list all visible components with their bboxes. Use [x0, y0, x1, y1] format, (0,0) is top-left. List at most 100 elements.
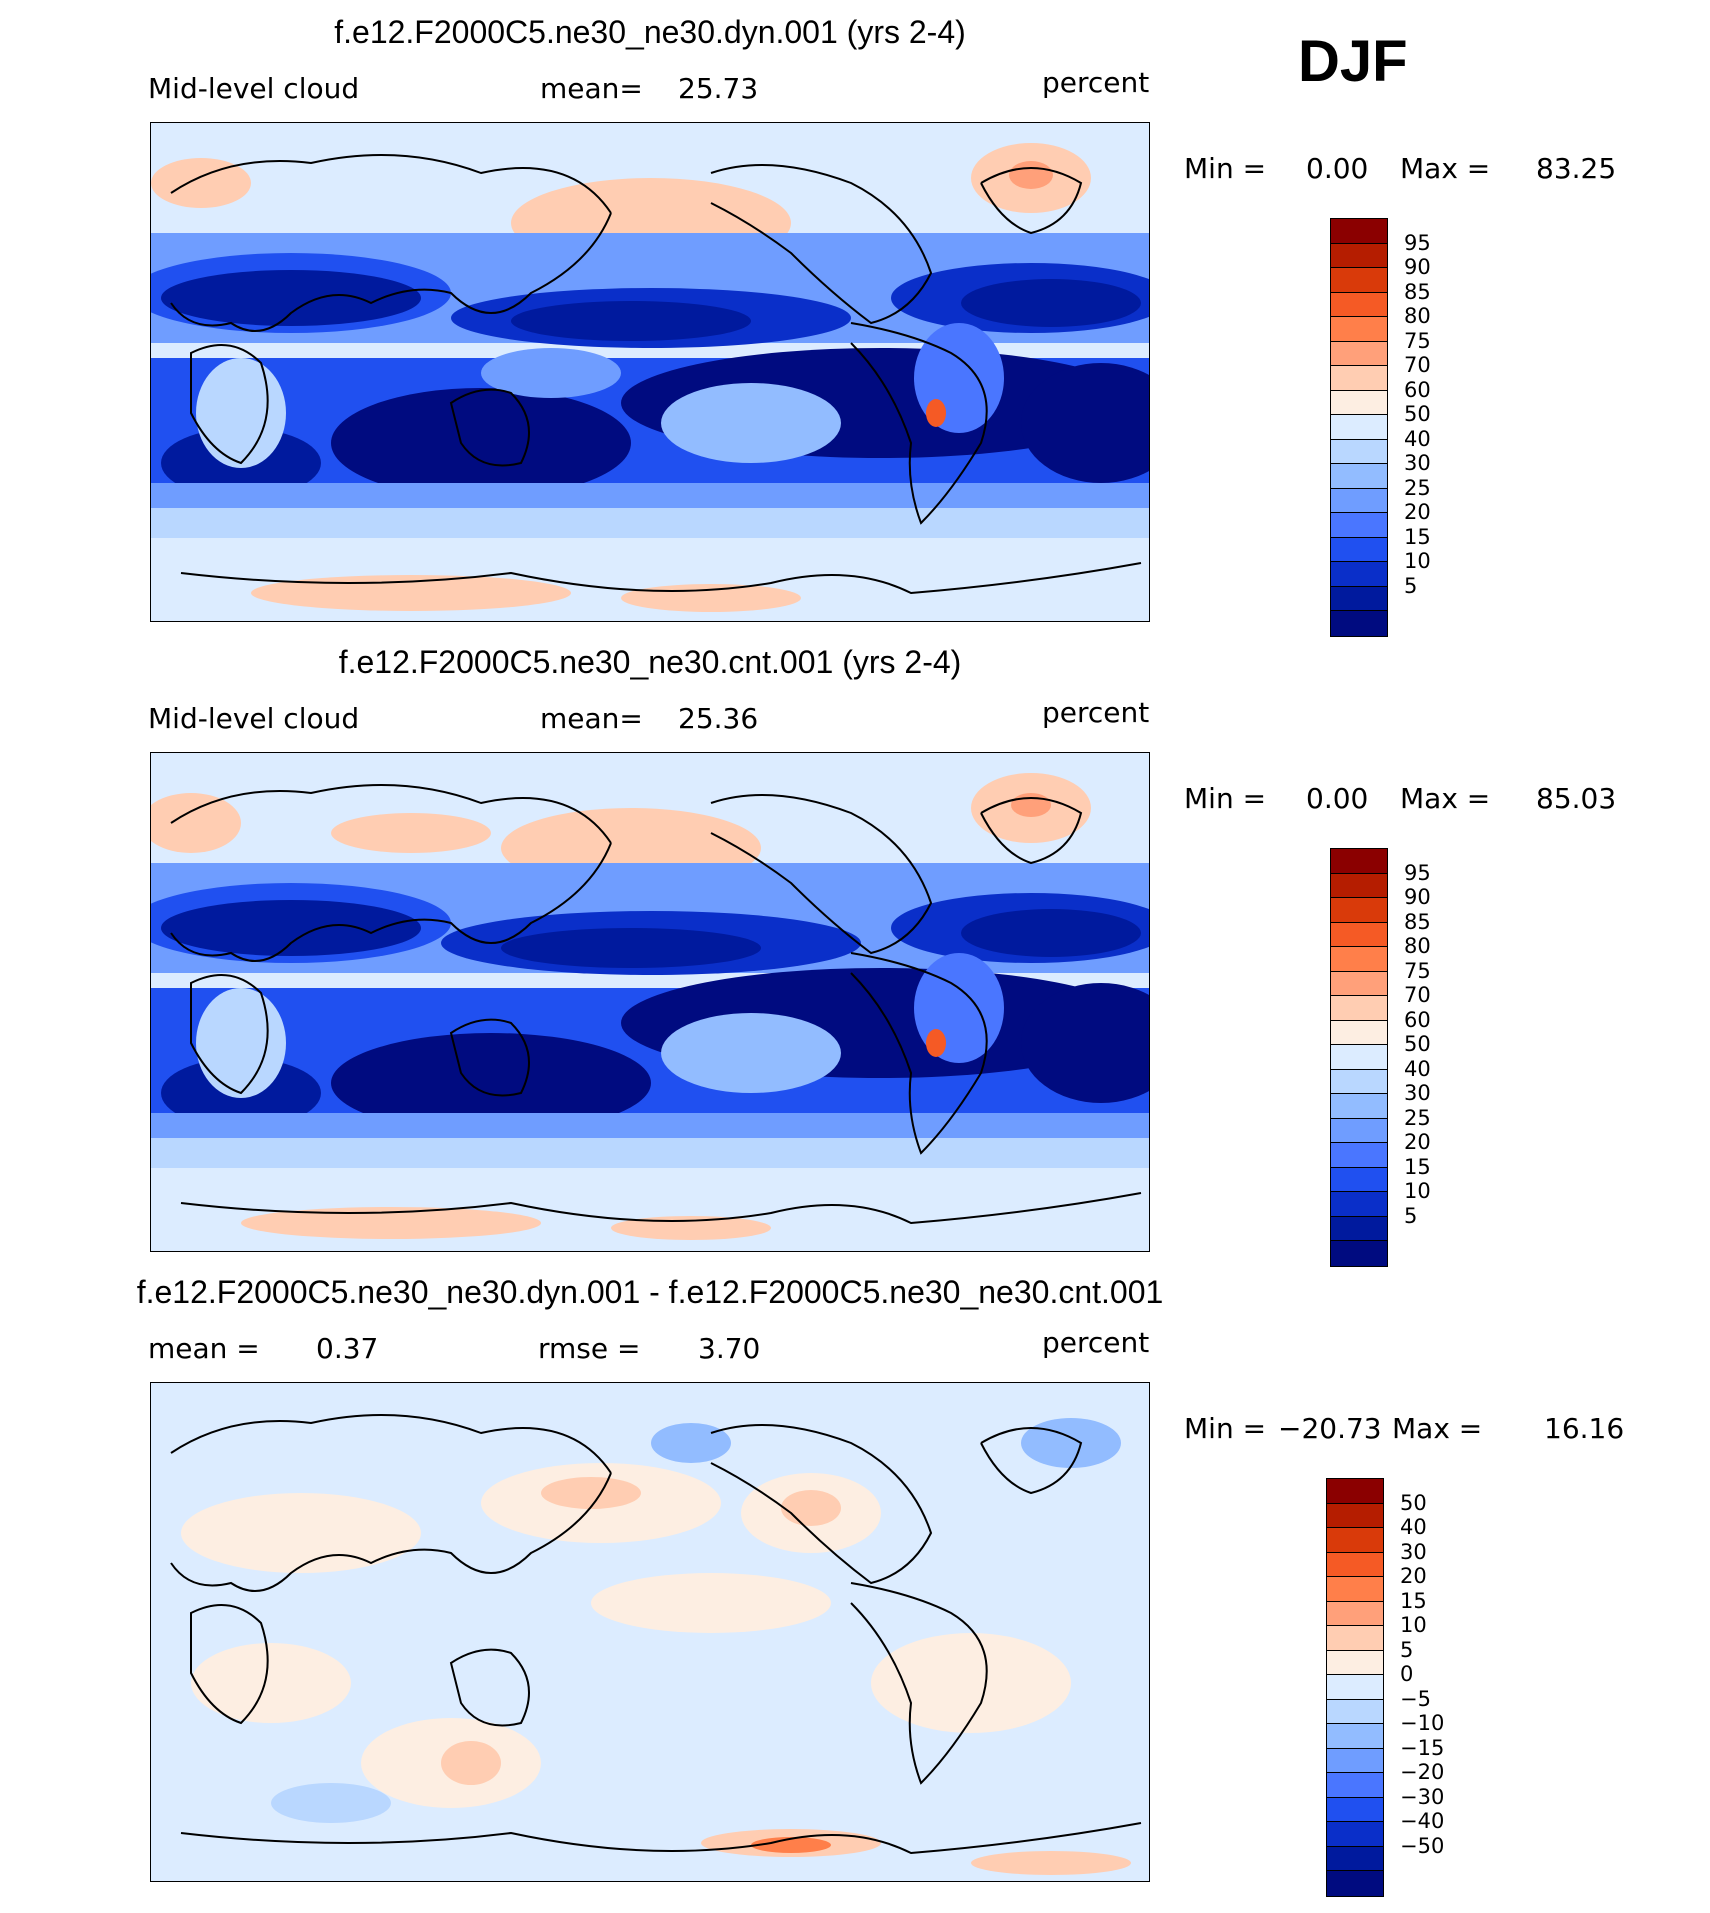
panel-1-variable: Mid-level cloud — [148, 72, 360, 105]
colorbar-swatch — [1327, 1773, 1383, 1798]
colorbar-swatch — [1331, 1216, 1387, 1241]
panel-2-min-value: 0.00 — [1306, 782, 1369, 815]
colorbar-swatch — [1331, 1094, 1387, 1119]
colorbar-label: 5 — [1400, 1637, 1414, 1662]
colorbar-label: 15 — [1400, 1588, 1427, 1613]
colorbar-swatch — [1327, 1650, 1383, 1675]
colorbar-swatch — [1331, 586, 1387, 611]
colorbar-swatch — [1331, 415, 1387, 440]
colorbar-swatch — [1327, 1748, 1383, 1773]
colorbar-label: 20 — [1404, 1130, 1431, 1154]
colorbar-swatch — [1331, 971, 1387, 996]
colorbar-swatch — [1331, 390, 1387, 415]
colorbar-swatch — [1327, 1577, 1383, 1602]
colorbar-label: −50 — [1400, 1833, 1445, 1858]
colorbar-box — [1330, 218, 1388, 637]
colorbar-label: 60 — [1404, 377, 1431, 402]
panel-2-units: percent — [1042, 696, 1150, 729]
colorbar-label: −5 — [1400, 1686, 1431, 1711]
panel-2-max-label: Max = — [1400, 782, 1491, 815]
colorbar-label: 85 — [1404, 909, 1431, 934]
colorbar-label: 60 — [1404, 1007, 1431, 1032]
colorbar-swatch — [1327, 1871, 1383, 1896]
colorbar-label: 20 — [1404, 500, 1431, 524]
colorbar-swatch — [1331, 268, 1387, 293]
panel-1-map — [150, 122, 1150, 622]
panel-1-mean-label: mean= — [540, 72, 643, 105]
panel-2-mean-label: mean= — [540, 702, 643, 735]
panel-3-title: f.e12.F2000C5.ne30_ne30.dyn.001 - f.e12.… — [136, 1274, 1164, 1310]
panel-2-mean-value: 25.36 — [678, 702, 759, 735]
panel-3-units: percent — [1042, 1326, 1150, 1359]
colorbar-label: 5 — [1404, 1203, 1418, 1228]
colorbar-swatch — [1331, 1020, 1387, 1045]
panel-1-max-value: 83.25 — [1536, 152, 1617, 185]
panel-3-min-label: Min = — [1184, 1412, 1267, 1445]
colorbar-swatch — [1331, 562, 1387, 587]
colorbar-label: 30 — [1404, 1081, 1431, 1105]
colorbar-swatch — [1327, 1503, 1383, 1528]
colorbar-box — [1330, 848, 1388, 1267]
colorbar-label: 80 — [1404, 304, 1431, 328]
panel-3-rmse-label: rmse = — [538, 1332, 641, 1365]
colorbar-swatch — [1327, 1626, 1383, 1651]
colorbar-label: 10 — [1404, 549, 1431, 573]
colorbar-swatch — [1331, 243, 1387, 268]
panel-1-mean-value: 25.73 — [678, 72, 759, 105]
panel-3-rmse-value: 3.70 — [698, 1332, 761, 1365]
colorbar-label: 50 — [1404, 1032, 1431, 1056]
colorbar-swatch — [1331, 317, 1387, 342]
panel-2-variable: Mid-level cloud — [148, 702, 360, 735]
colorbar-swatch — [1331, 341, 1387, 366]
panel-1-max-label: Max = — [1400, 152, 1491, 185]
colorbar-swatch — [1331, 947, 1387, 972]
colorbar-swatch — [1331, 464, 1387, 489]
colorbar-swatch — [1331, 1192, 1387, 1217]
panel-3-mean-value: 0.37 — [316, 1332, 379, 1365]
colorbar-swatch — [1331, 1241, 1387, 1266]
colorbar-label: 75 — [1404, 958, 1431, 983]
panel-3-map — [150, 1382, 1150, 1882]
colorbar-label: 70 — [1404, 983, 1431, 1007]
panel-1-units: percent — [1042, 66, 1150, 99]
panel-2-min-label: Min = — [1184, 782, 1267, 815]
panel-2-map-svg — [151, 753, 1149, 1251]
colorbar-swatch — [1331, 292, 1387, 317]
panel-3-max-value: 16.16 — [1544, 1412, 1625, 1445]
colorbar-label: 50 — [1400, 1490, 1427, 1515]
panel-3-mean-label: mean = — [148, 1332, 260, 1365]
colorbar-box — [1326, 1478, 1384, 1897]
colorbar-label: 5 — [1404, 573, 1418, 598]
colorbar-swatch — [1327, 1675, 1383, 1700]
colorbar-label: 95 — [1404, 230, 1431, 255]
colorbar-swatch — [1327, 1552, 1383, 1577]
colorbar-swatch — [1331, 513, 1387, 538]
colorbar-swatch — [1331, 1143, 1387, 1168]
colorbar-label: 85 — [1404, 279, 1431, 304]
colorbar-label: −10 — [1400, 1711, 1445, 1735]
colorbar-label: 20 — [1400, 1564, 1427, 1588]
colorbar-label: 30 — [1400, 1539, 1427, 1564]
colorbar-label: −15 — [1400, 1735, 1445, 1760]
colorbar-label: 40 — [1404, 426, 1431, 451]
colorbar-swatch — [1331, 366, 1387, 391]
season-label: DJF — [1298, 29, 1408, 94]
colorbar-label: 50 — [1404, 402, 1431, 426]
panel-2-map — [150, 752, 1150, 1252]
colorbar-label: 80 — [1404, 934, 1431, 958]
colorbar-swatch — [1327, 1797, 1383, 1822]
colorbar-swatch — [1331, 849, 1387, 874]
colorbar-swatch — [1327, 1724, 1383, 1749]
colorbar-label: −30 — [1400, 1784, 1445, 1809]
colorbar-swatch — [1331, 996, 1387, 1021]
colorbar-label: 40 — [1400, 1515, 1427, 1539]
colorbar-label: 25 — [1404, 475, 1431, 500]
colorbar-swatch — [1331, 922, 1387, 947]
panel-3-max-label: Max = — [1392, 1412, 1483, 1445]
colorbar-label: 10 — [1404, 1179, 1431, 1203]
colorbar-swatch — [1331, 219, 1387, 244]
colorbar-swatch — [1331, 898, 1387, 923]
colorbar-swatch — [1331, 1118, 1387, 1143]
colorbar-swatch — [1327, 1822, 1383, 1847]
colorbar-label: 15 — [1404, 524, 1431, 549]
